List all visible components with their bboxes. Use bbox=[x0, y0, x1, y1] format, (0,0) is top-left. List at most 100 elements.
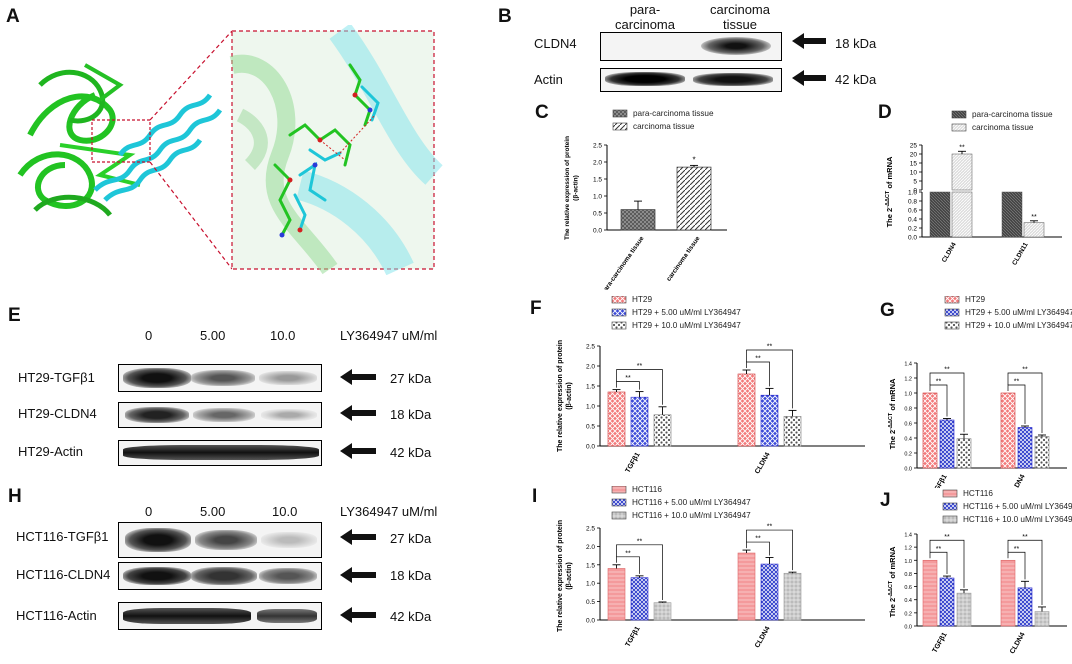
blot-h-kda: 18 kDa bbox=[390, 568, 432, 583]
y-tick-label: 1.0 bbox=[586, 581, 595, 588]
y-axis-label: The 2-ΔΔCT of mRNA bbox=[885, 156, 894, 227]
significance-bracket bbox=[1007, 539, 1043, 605]
legend-item-label: HCT116 + 10.0 uM/ml LY364947 bbox=[632, 511, 751, 520]
blot-e-kda: 42 kDa bbox=[390, 445, 432, 460]
arrow-left-icon bbox=[340, 529, 376, 545]
blot-e-dose: 5.00 bbox=[200, 328, 226, 343]
bar bbox=[1001, 191, 1023, 238]
y-tick-label: 0.5 bbox=[586, 599, 595, 606]
significance-bracket bbox=[1007, 384, 1026, 424]
bar bbox=[1034, 611, 1050, 627]
x-tick-label: CLDN4 bbox=[1009, 631, 1027, 655]
legend-item-swatch bbox=[951, 123, 967, 132]
x-tick-label: TGFβ1 bbox=[625, 625, 642, 648]
y-tick-label: 0.8 bbox=[904, 407, 912, 413]
bar bbox=[939, 419, 955, 469]
arrow-left-icon bbox=[340, 369, 376, 385]
significance-label: ** bbox=[1022, 534, 1028, 541]
legend-item-swatch bbox=[612, 122, 628, 131]
legend-item-swatch bbox=[942, 502, 958, 511]
blot-h-row-label: HCT116-CLDN4 bbox=[16, 567, 111, 582]
y-tick-label: 0.5 bbox=[586, 424, 595, 431]
y-tick-label: 1.5 bbox=[586, 562, 595, 569]
y-tick-label: 0.0 bbox=[908, 235, 917, 242]
y-tick-label: 0.4 bbox=[908, 217, 917, 224]
bar bbox=[929, 191, 951, 238]
protein-structure-zoom bbox=[229, 25, 443, 275]
significance-label: ** bbox=[767, 344, 773, 351]
legend-item-swatch bbox=[942, 489, 958, 498]
legend-item-swatch bbox=[611, 511, 627, 520]
legend-item-swatch bbox=[611, 296, 627, 304]
bar bbox=[783, 572, 802, 621]
arrow-left-icon bbox=[792, 33, 826, 49]
significance-label: ** bbox=[944, 534, 950, 541]
y-tick-label: 0.0 bbox=[586, 444, 595, 451]
legend-item-label: HCT116 bbox=[632, 486, 662, 494]
bar bbox=[737, 373, 756, 447]
y-tick-label: 0.6 bbox=[908, 208, 917, 215]
legend-item-label: HT29 bbox=[965, 296, 985, 304]
legend-item-swatch bbox=[612, 109, 628, 118]
significance-label: ** bbox=[1031, 214, 1037, 221]
bar bbox=[956, 438, 972, 469]
y-tick-label: 0.6 bbox=[904, 585, 912, 591]
bar bbox=[653, 414, 672, 447]
significance-label: ** bbox=[625, 375, 631, 382]
significance-label: ** bbox=[625, 550, 631, 557]
y-tick-label: 1.2 bbox=[904, 546, 912, 552]
bar bbox=[783, 416, 802, 447]
legend-item-swatch bbox=[944, 308, 960, 317]
panel-letter-a: A bbox=[6, 6, 20, 27]
legend-item-swatch bbox=[942, 515, 958, 524]
bar bbox=[1034, 436, 1050, 469]
blot-h-band-cldn4 bbox=[118, 562, 322, 590]
chart-i: HCT116 HCT116 + 5.00 uM/ml LY364947 HCT116… bbox=[557, 486, 865, 649]
bar bbox=[939, 577, 955, 627]
legend-item-label: HT29 + 5.00 uM/ml LY364947 bbox=[632, 308, 741, 317]
panel-letter-h: H bbox=[8, 486, 22, 507]
bar bbox=[922, 559, 938, 627]
significance-bracket bbox=[616, 381, 640, 390]
legend-item-label: HCT116 + 10.0 uM/ml LY364947 bbox=[963, 515, 1072, 524]
blot-e-dose: 10.0 bbox=[270, 328, 296, 343]
significance-label: ** bbox=[755, 536, 761, 543]
bar bbox=[607, 391, 626, 447]
blot-b-band-cldn4 bbox=[600, 32, 782, 61]
y-tick-label: 20 bbox=[910, 152, 918, 159]
significance-bracket bbox=[929, 372, 965, 433]
bar bbox=[760, 394, 779, 447]
panel-letter-f: F bbox=[530, 298, 542, 319]
blot-b-kda: 42 kDa bbox=[835, 72, 877, 87]
blot-b-col1-line1: para-carcinoma bbox=[615, 2, 675, 32]
bar bbox=[956, 592, 972, 627]
y-axis-label-line1: The relative expression of protein bbox=[564, 136, 571, 240]
y-tick-label: 0.2 bbox=[904, 452, 912, 458]
arrow-left-icon bbox=[340, 443, 376, 459]
y-tick-label: 0.2 bbox=[908, 226, 917, 233]
blot-e-kda: 18 kDa bbox=[390, 407, 432, 422]
y-tick-label: 1.0 bbox=[904, 559, 912, 565]
chart-c: para-carcinoma tissue carcinoma tissue 0.0… bbox=[564, 109, 727, 290]
y-tick-label: 2.0 bbox=[593, 160, 602, 167]
panel-letter-e: E bbox=[8, 305, 21, 326]
bar bbox=[922, 392, 938, 469]
y-tick-label: 1.4 bbox=[904, 362, 912, 368]
blot-h-dose: 5.00 bbox=[200, 504, 226, 519]
blot-e-band-tgfb1 bbox=[118, 364, 322, 392]
significance-bracket bbox=[746, 361, 770, 387]
blot-e-band-cldn4 bbox=[118, 402, 322, 428]
bar bbox=[607, 568, 626, 621]
bar bbox=[1000, 559, 1016, 627]
x-tick-label: CLDN11 bbox=[1011, 241, 1030, 266]
significance-bracket bbox=[746, 541, 770, 556]
y-tick-label: 2.0 bbox=[586, 544, 595, 551]
panel-letter-b: B bbox=[498, 6, 512, 27]
significance-bracket bbox=[616, 556, 640, 574]
legend-item-label: carcinoma tissue bbox=[633, 122, 695, 131]
panel-letter-d: D bbox=[878, 102, 892, 123]
legend-item-swatch bbox=[944, 321, 960, 330]
legend-item-label: para-carcinoma tissue bbox=[633, 109, 714, 118]
blot-h-unit: LY364947 uM/ml bbox=[340, 504, 438, 519]
bar bbox=[653, 602, 672, 621]
